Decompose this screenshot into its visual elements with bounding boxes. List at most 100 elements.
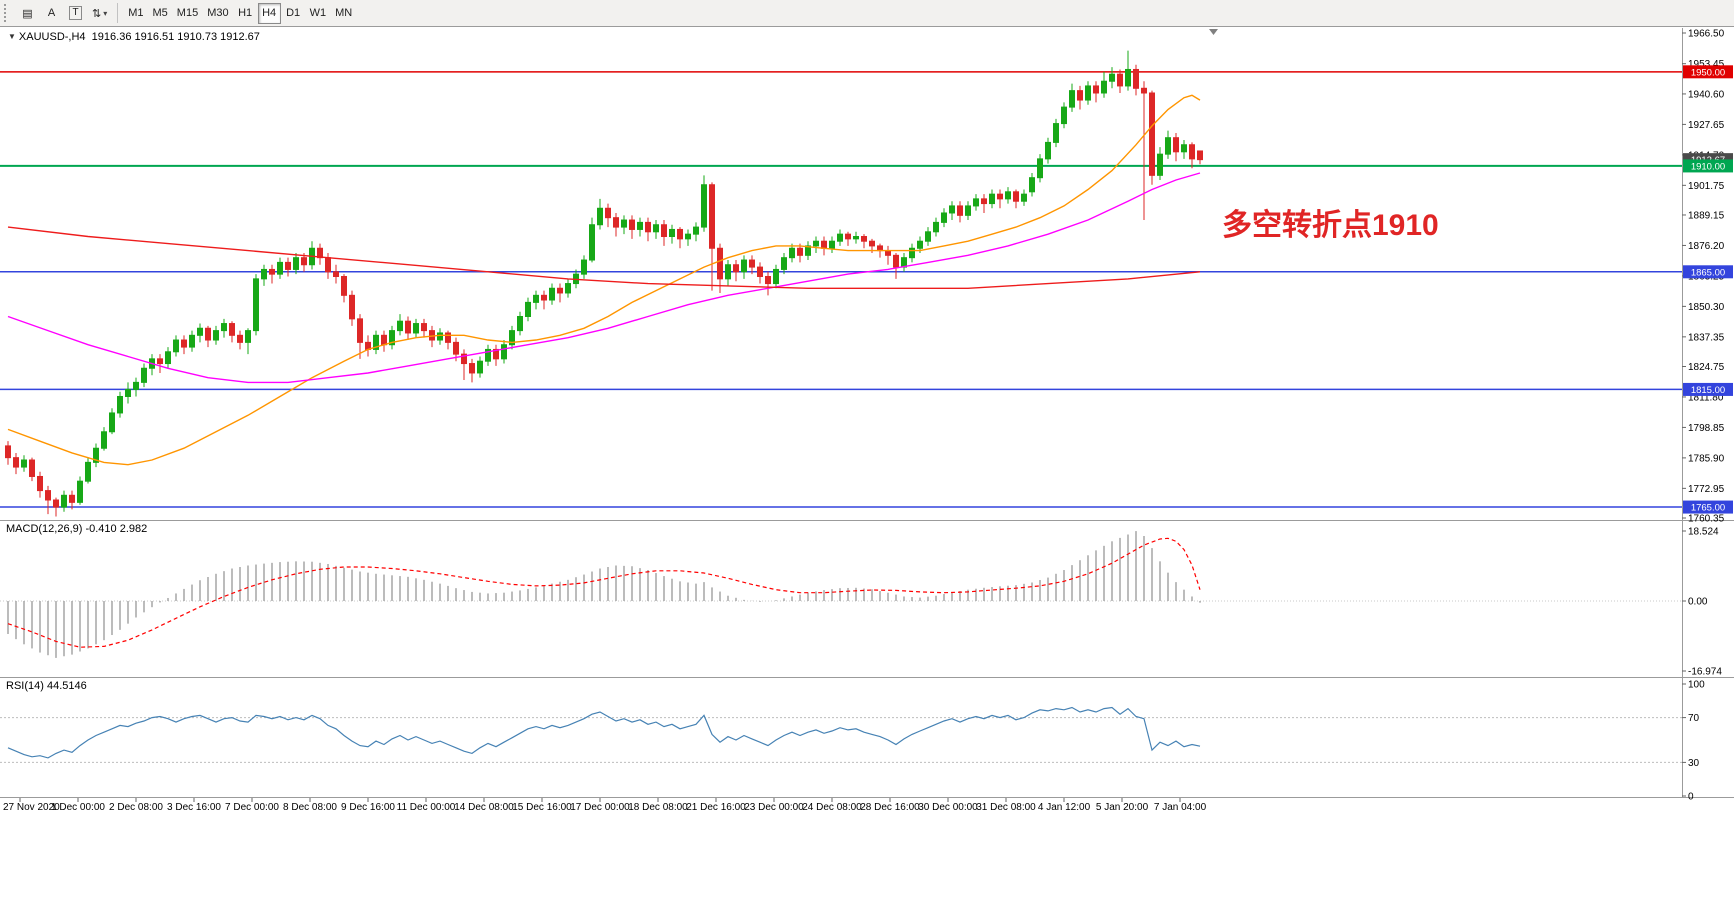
candle-body[interactable] — [117, 395, 123, 414]
candle-body[interactable] — [1021, 193, 1027, 202]
candle-body[interactable] — [869, 240, 875, 247]
time-axis-label[interactable]: 31 Dec 08:00 — [976, 802, 1036, 813]
candle-body[interactable] — [461, 353, 467, 365]
candle-body[interactable] — [325, 257, 331, 273]
candle-body[interactable] — [229, 323, 235, 336]
candle-body[interactable] — [285, 261, 291, 270]
candle-body[interactable] — [77, 480, 83, 503]
candle-body[interactable] — [357, 318, 363, 343]
candle-body[interactable] — [1125, 68, 1131, 87]
candle-body[interactable] — [85, 461, 91, 482]
time-axis-label[interactable]: 7 Jan 04:00 — [1154, 802, 1207, 813]
candle-body[interactable] — [69, 494, 75, 503]
candle-body[interactable] — [45, 490, 51, 501]
candle-body[interactable] — [837, 233, 843, 242]
candle-body[interactable] — [525, 301, 531, 317]
candle-body[interactable] — [669, 228, 675, 238]
candle-body[interactable] — [1133, 68, 1139, 89]
candle-body[interactable] — [477, 360, 483, 374]
candle-body[interactable] — [781, 257, 787, 270]
candle-body[interactable] — [165, 351, 171, 365]
timeframe-button-w1[interactable]: W1 — [306, 3, 331, 24]
candle-body[interactable] — [493, 348, 499, 360]
time-axis-label[interactable]: 1 Dec 00:00 — [51, 802, 105, 813]
candle-body[interactable] — [925, 231, 931, 242]
candle-body[interactable] — [517, 315, 523, 332]
candle-body[interactable] — [1045, 141, 1051, 160]
time-axis-label[interactable]: 15 Dec 16:00 — [512, 802, 572, 813]
time-axis-label[interactable]: 30 Dec 00:00 — [918, 802, 978, 813]
candle-body[interactable] — [821, 240, 827, 249]
candle-body[interactable] — [949, 205, 955, 214]
candle-body[interactable] — [1157, 153, 1163, 176]
candle-body[interactable] — [1181, 144, 1187, 153]
candle-body[interactable] — [213, 330, 219, 341]
candle-body[interactable] — [765, 275, 771, 285]
candle-body[interactable] — [277, 261, 283, 275]
candle-body[interactable] — [1109, 73, 1115, 82]
candle-body[interactable] — [773, 268, 779, 285]
candle-body[interactable] — [1141, 87, 1147, 94]
candle-body[interactable] — [397, 320, 403, 332]
chart-shift-marker-icon[interactable] — [1209, 29, 1218, 35]
time-axis-label[interactable]: 23 Dec 00:00 — [744, 802, 804, 813]
candle-body[interactable] — [381, 334, 387, 346]
candle-body[interactable] — [293, 257, 299, 270]
time-axis-label[interactable]: 8 Dec 08:00 — [283, 802, 337, 813]
candle-body[interactable] — [93, 447, 99, 463]
toolbar-grip-handle[interactable] — [4, 4, 10, 22]
ma-line-slow-red[interactable] — [7, 226, 1201, 289]
candle-body[interactable] — [269, 268, 275, 275]
time-axis-label[interactable]: 11 Dec 00:00 — [397, 802, 456, 813]
candle-body[interactable] — [829, 240, 835, 249]
ma-line-fast-orange[interactable] — [7, 94, 1201, 466]
candle-body[interactable] — [725, 264, 731, 280]
time-axis-label[interactable]: 5 Jan 20:00 — [1096, 802, 1149, 813]
candle-body[interactable] — [813, 240, 819, 247]
candle-body[interactable] — [29, 459, 35, 477]
candle-body[interactable] — [509, 330, 515, 346]
candle-body[interactable] — [565, 283, 571, 294]
candle-body[interactable] — [701, 184, 707, 228]
candle-body[interactable] — [189, 334, 195, 348]
candle-body[interactable] — [437, 332, 443, 341]
candle-body[interactable] — [21, 459, 27, 468]
candle-body[interactable] — [933, 221, 939, 233]
candle-body[interactable] — [301, 257, 307, 266]
timeframe-button-m5[interactable]: M5 — [149, 3, 172, 24]
candle-body[interactable] — [981, 198, 987, 205]
timeframe-button-m30[interactable]: M30 — [203, 3, 232, 24]
candle-body[interactable] — [989, 193, 995, 205]
candle-body[interactable] — [453, 341, 459, 355]
candle-body[interactable] — [501, 344, 507, 360]
candle-body[interactable] — [349, 294, 355, 320]
time-axis-label[interactable]: 21 Dec 16:00 — [686, 802, 746, 813]
candle-body[interactable] — [37, 475, 43, 492]
candle-body[interactable] — [581, 259, 587, 275]
candle-body[interactable] — [413, 323, 419, 334]
candle-body[interactable] — [757, 266, 763, 277]
candle-body[interactable] — [221, 323, 227, 332]
timeframe-button-h4[interactable]: H4 — [257, 2, 281, 24]
candle-body[interactable] — [1101, 80, 1107, 94]
candle-body[interactable] — [597, 207, 603, 226]
candle-body[interactable] — [941, 212, 947, 223]
candle-body[interactable] — [13, 457, 19, 468]
text-tool-button[interactable]: T — [64, 3, 87, 24]
candle-body[interactable] — [181, 339, 187, 348]
candle-body[interactable] — [341, 275, 347, 296]
candle-body[interactable] — [749, 259, 755, 268]
candle-body[interactable] — [789, 247, 795, 259]
ma-line-medium-magenta[interactable] — [7, 172, 1201, 384]
candle-body[interactable] — [797, 247, 803, 256]
candle-body[interactable] — [61, 494, 67, 508]
candle-body[interactable] — [373, 334, 379, 350]
candle-body[interactable] — [685, 233, 691, 240]
candle-body[interactable] — [629, 219, 635, 230]
candle-body[interactable] — [645, 221, 651, 233]
candle-body[interactable] — [245, 330, 251, 343]
candle-body[interactable] — [1085, 85, 1091, 101]
candle-body[interactable] — [613, 217, 619, 228]
candle-body[interactable] — [605, 207, 611, 219]
